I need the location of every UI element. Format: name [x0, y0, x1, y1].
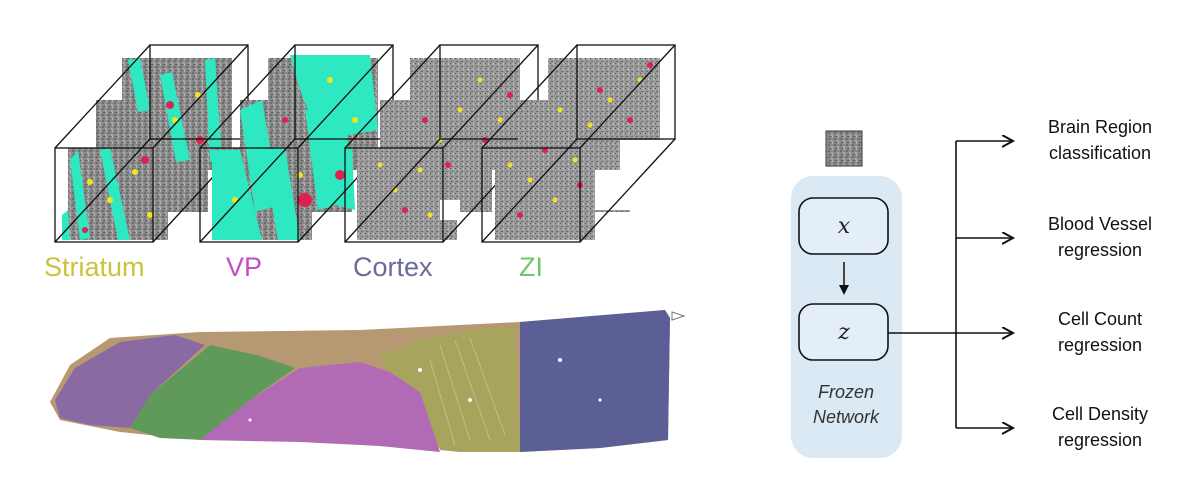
region-label-vp: VP: [226, 252, 262, 282]
task-cell-density-line1: Cell Density: [1052, 404, 1148, 424]
latent-node-box: [798, 303, 889, 361]
task-blood-vessel-line1: Blood Vessel: [1048, 214, 1152, 234]
network-diagram: x z Frozen Network Brain Region classifi…: [791, 117, 1152, 458]
region-labels: Striatum VP Cortex ZI: [44, 252, 543, 282]
input-node-box: [798, 197, 889, 255]
task-connectors: [888, 141, 1012, 428]
volume-stacks: [54, 44, 676, 243]
section-marker-icon: [671, 311, 686, 321]
latent-node-label: z: [837, 320, 850, 345]
task-brain-region-line1: Brain Region: [1048, 117, 1152, 137]
region-label-striatum: Striatum: [44, 252, 145, 282]
region-label-zi: ZI: [519, 252, 543, 282]
region-label-cortex: Cortex: [353, 252, 433, 282]
task-cell-density-line2: regression: [1058, 430, 1142, 450]
volume-striatum: [54, 44, 249, 243]
frozen-caption-line1: Frozen: [818, 382, 874, 402]
task-blood-vessel-line2: regression: [1058, 240, 1142, 260]
task-brain-region-line2: classification: [1049, 143, 1151, 163]
task-cell-count-line2: regression: [1058, 335, 1142, 355]
task-cell-count-line1: Cell Count: [1058, 309, 1142, 329]
frozen-caption-line2: Network: [813, 407, 880, 427]
input-node-label: x: [838, 214, 851, 239]
task-labels: Brain Region classification Blood Vessel…: [1048, 117, 1152, 450]
volume-zi: [481, 44, 676, 243]
volume-vp: [199, 44, 394, 243]
brain-section: [50, 310, 686, 452]
input-patch-icon: [825, 130, 863, 167]
